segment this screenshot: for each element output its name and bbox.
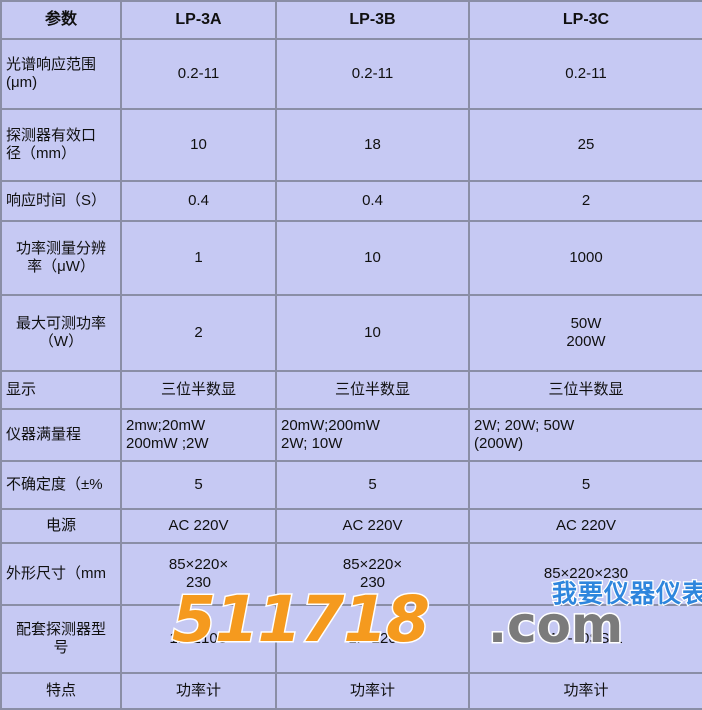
table-row: 特点 功率计 功率计 功率计 xyxy=(0,672,702,710)
row-label: 最大可测功率 （W） xyxy=(0,294,122,372)
cell-lp3c: 三位半数显 xyxy=(468,370,702,410)
row-label: 不确定度（±% xyxy=(0,460,122,510)
cell-lp3a: 2 xyxy=(120,294,277,372)
row-label: 显示 xyxy=(0,370,122,410)
cell-lp3a: 0.2-11 xyxy=(120,38,277,110)
table-row: 响应时间（S） 0.4 0.4 2 xyxy=(0,180,702,222)
table-row: 功率测量分辨 率（μW） 1 10 1000 xyxy=(0,220,702,296)
cell-lp3a: 2mw;20mW 200mW ;2W xyxy=(120,408,277,462)
cell-lp3c: 50W 200W xyxy=(468,294,702,372)
cell-lp3b: 10 xyxy=(275,294,470,372)
row-label: 电源 xyxy=(0,508,122,544)
row-label: 仪器满量程 xyxy=(0,408,122,462)
cell-lp3b: 0.4 xyxy=(275,180,470,222)
cell-lp3b: 功率计 xyxy=(275,672,470,710)
cell-lp3b: 三位半数显 xyxy=(275,370,470,410)
cell-lp3c: AC 220V xyxy=(468,508,702,544)
table-row: 配套探测器型 号 1P-210S 1P-220 1P-10SS-1 xyxy=(0,604,702,674)
cell-lp3c: 1P-10SS-1 xyxy=(468,604,702,674)
cell-lp3b: 5 xyxy=(275,460,470,510)
cell-lp3b: 18 xyxy=(275,108,470,182)
cell-lp3a: 0.4 xyxy=(120,180,277,222)
cell-lp3a: 1 xyxy=(120,220,277,296)
table-row: 光谱响应范围 (μm) 0.2-11 0.2-11 0.2-11 xyxy=(0,38,702,110)
table-row: 仪器满量程 2mw;20mW 200mW ;2W 20mW;200mW 2W; … xyxy=(0,408,702,462)
table-row: 不确定度（±% 5 5 5 xyxy=(0,460,702,510)
cell-lp3c: 2 xyxy=(468,180,702,222)
cell-lp3a: 5 xyxy=(120,460,277,510)
cell-lp3b: 10 xyxy=(275,220,470,296)
cell-lp3c: 1000 xyxy=(468,220,702,296)
cell-lp3b: AC 220V xyxy=(275,508,470,544)
table-body: 光谱响应范围 (μm) 0.2-11 0.2-11 0.2-11 探测器有效口 … xyxy=(0,38,702,710)
cell-lp3b: 85×220× 230 xyxy=(275,542,470,606)
row-label: 响应时间（S） xyxy=(0,180,122,222)
table-row: 最大可测功率 （W） 2 10 50W 200W xyxy=(0,294,702,372)
cell-lp3c: 5 xyxy=(468,460,702,510)
cell-lp3a: 1P-210S xyxy=(120,604,277,674)
row-label: 配套探测器型 号 xyxy=(0,604,122,674)
column-header-lp3a: LP-3A xyxy=(120,0,277,40)
column-header-parameter: 参数 xyxy=(0,0,122,40)
cell-lp3c: 85×220×230 xyxy=(468,542,702,606)
row-label: 探测器有效口 径（mm） xyxy=(0,108,122,182)
table-row: 探测器有效口 径（mm） 10 18 25 xyxy=(0,108,702,182)
table-header: 参数 LP-3A LP-3B LP-3C xyxy=(0,0,702,40)
cell-lp3a: 85×220× 230 xyxy=(120,542,277,606)
cell-lp3b: 20mW;200mW 2W; 10W xyxy=(275,408,470,462)
table-row: 电源 AC 220V AC 220V AC 220V xyxy=(0,508,702,544)
cell-lp3b: 1P-220 xyxy=(275,604,470,674)
column-header-lp3c: LP-3C xyxy=(468,0,702,40)
table-row: 显示 三位半数显 三位半数显 三位半数显 xyxy=(0,370,702,410)
cell-lp3c: 25 xyxy=(468,108,702,182)
row-label: 特点 xyxy=(0,672,122,710)
table-header-row: 参数 LP-3A LP-3B LP-3C xyxy=(0,0,702,40)
row-label: 功率测量分辨 率（μW） xyxy=(0,220,122,296)
row-label: 光谱响应范围 (μm) xyxy=(0,38,122,110)
cell-lp3c: 2W; 20W; 50W (200W) xyxy=(468,408,702,462)
cell-lp3a: 三位半数显 xyxy=(120,370,277,410)
cell-lp3c: 功率计 xyxy=(468,672,702,710)
row-label: 外形尺寸（mm xyxy=(0,542,122,606)
cell-lp3c: 0.2-11 xyxy=(468,38,702,110)
cell-lp3a: AC 220V xyxy=(120,508,277,544)
cell-lp3b: 0.2-11 xyxy=(275,38,470,110)
cell-lp3a: 功率计 xyxy=(120,672,277,710)
cell-lp3a: 10 xyxy=(120,108,277,182)
column-header-lp3b: LP-3B xyxy=(275,0,470,40)
table-row: 外形尺寸（mm 85×220× 230 85×220× 230 85×220×2… xyxy=(0,542,702,606)
